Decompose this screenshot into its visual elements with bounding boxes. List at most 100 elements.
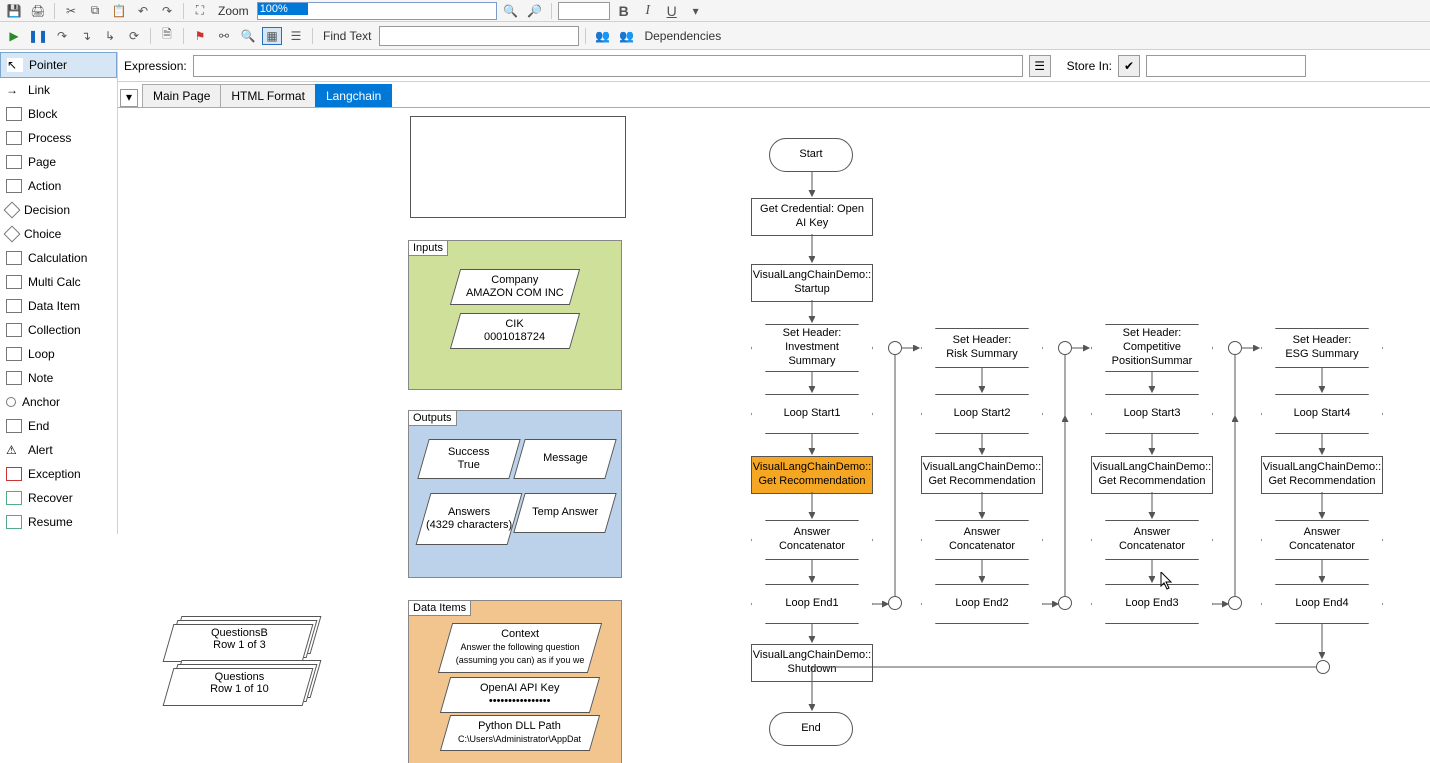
output-temp[interactable]: Temp Answer — [513, 493, 616, 533]
node-header-4[interactable]: Set Header: ESG Summary — [1261, 328, 1383, 368]
node-header-1[interactable]: Set Header: Investment Summary — [751, 324, 873, 372]
canvas[interactable]: Inputs CompanyAMAZON COM INC CIK00010187… — [118, 116, 1430, 763]
tab-langchain[interactable]: Langchain — [315, 84, 392, 107]
save-icon[interactable]: 💾 — [4, 2, 24, 20]
step-out-icon[interactable]: ↳ — [100, 27, 120, 45]
node-concat-3[interactable]: Answer Concatenator — [1091, 520, 1213, 560]
tool-collection[interactable]: Collection — [0, 318, 117, 342]
tool-decision[interactable]: Decision — [0, 198, 117, 222]
tab-dropdown[interactable]: ▾ — [120, 89, 138, 107]
tool-loop[interactable]: Loop — [0, 342, 117, 366]
anchor-3a[interactable] — [1228, 341, 1242, 355]
node-loopstart-1[interactable]: Loop Start1 — [751, 394, 873, 434]
node-rec-4[interactable]: VisualLangChainDemo:: Get Recommendation — [1261, 456, 1383, 494]
restart-icon[interactable]: ⟳ — [124, 27, 144, 45]
underline-button[interactable]: U — [662, 2, 682, 20]
node-start[interactable]: Start — [769, 138, 853, 172]
tool-calculation[interactable]: Calculation — [0, 246, 117, 270]
node-startup[interactable]: VisualLangChainDemo:: Startup — [751, 264, 873, 302]
tool-recover[interactable]: Recover — [0, 486, 117, 510]
anchor-end[interactable] — [1316, 660, 1330, 674]
run-icon[interactable]: ▶ — [4, 27, 24, 45]
tool-choice[interactable]: Choice — [0, 222, 117, 246]
node-end[interactable]: End — [769, 712, 853, 746]
tool-end[interactable]: End — [0, 414, 117, 438]
zoom-dropdown[interactable]: 100% — [257, 2, 497, 20]
cut-icon[interactable]: ✂ — [61, 2, 81, 20]
expression-input[interactable] — [193, 55, 1023, 77]
pause-icon[interactable]: ❚❚ — [28, 27, 48, 45]
font-menu-icon[interactable]: ▾ — [686, 2, 706, 20]
expression-helper-button[interactable]: ☰ — [1029, 55, 1051, 77]
anchor-2a[interactable] — [1058, 341, 1072, 355]
tool-link[interactable]: →Link — [0, 78, 117, 102]
link-icon[interactable]: ⚯ — [214, 27, 234, 45]
search-icon[interactable]: 🔍 — [238, 27, 258, 45]
output-success[interactable]: SuccessTrue — [417, 439, 520, 479]
page-icon[interactable]: 🗎 — [157, 27, 177, 45]
deps-icon-1[interactable]: 👥 — [592, 27, 612, 45]
zoom-in-icon[interactable]: 🔍 — [501, 2, 521, 20]
zoom-fit-icon[interactable]: ⛶ — [190, 2, 210, 20]
anchor-2b[interactable] — [1058, 596, 1072, 610]
node-credential[interactable]: Get Credential: Open AI Key — [751, 198, 873, 236]
redo-icon[interactable]: ↷ — [157, 2, 177, 20]
data-context[interactable]: ContextAnswer the following question (as… — [438, 623, 602, 673]
flag-icon[interactable]: ⚑ — [190, 27, 210, 45]
inputs-group[interactable]: Inputs CompanyAMAZON COM INC CIK00010187… — [408, 240, 622, 390]
input-cik[interactable]: CIK0001018724 — [450, 313, 580, 349]
italic-button[interactable]: I — [638, 2, 658, 20]
align-icon[interactable]: ☰ — [286, 27, 306, 45]
tool-process[interactable]: Process — [0, 126, 117, 150]
undo-icon[interactable]: ↶ — [133, 2, 153, 20]
step-into-icon[interactable]: ↴ — [76, 27, 96, 45]
node-rec-2[interactable]: VisualLangChainDemo:: Get Recommendation — [921, 456, 1043, 494]
tool-pointer[interactable]: ↖Pointer — [0, 52, 117, 78]
bold-button[interactable]: B — [614, 2, 634, 20]
tool-alert[interactable]: ⚠Alert — [0, 438, 117, 462]
storein-input[interactable] — [1146, 55, 1306, 77]
node-loopstart-3[interactable]: Loop Start3 — [1091, 394, 1213, 434]
node-shutdown[interactable]: VisualLangChainDemo:: Shutdown — [751, 644, 873, 682]
print-icon[interactable]: 🖨 — [28, 2, 48, 20]
anchor-3b[interactable] — [1228, 596, 1242, 610]
tool-dataitem[interactable]: Data Item — [0, 294, 117, 318]
storein-helper-button[interactable]: ✔ — [1118, 55, 1140, 77]
step-over-icon[interactable]: ↷ — [52, 27, 72, 45]
anchor-1a[interactable] — [888, 341, 902, 355]
node-loopend-1[interactable]: Loop End1 — [751, 584, 873, 624]
tool-block[interactable]: Block — [0, 102, 117, 126]
input-company[interactable]: CompanyAMAZON COM INC — [450, 269, 580, 305]
tool-anchor[interactable]: Anchor — [0, 390, 117, 414]
data-dll[interactable]: Python DLL PathC:\Users\Administrator\Ap… — [440, 715, 600, 751]
node-loopstart-4[interactable]: Loop Start4 — [1261, 394, 1383, 434]
node-loopend-4[interactable]: Loop End4 — [1261, 584, 1383, 624]
data-key[interactable]: OpenAI API Key•••••••••••••••• — [440, 677, 600, 713]
outputs-group[interactable]: Outputs SuccessTrue Message Answers(4329… — [408, 410, 622, 578]
copy-icon[interactable]: ⧉ — [85, 2, 105, 20]
node-header-3[interactable]: Set Header: Competitive PositionSummar — [1091, 324, 1213, 372]
note-box[interactable] — [410, 116, 626, 218]
tool-note[interactable]: Note — [0, 366, 117, 390]
tab-html[interactable]: HTML Format — [220, 84, 316, 107]
node-rec-3[interactable]: VisualLangChainDemo:: Get Recommendation — [1091, 456, 1213, 494]
node-concat-2[interactable]: Answer Concatenator — [921, 520, 1043, 560]
zoom-out-icon[interactable]: 🔎 — [525, 2, 545, 20]
font-dropdown[interactable] — [558, 2, 610, 20]
node-concat-1[interactable]: Answer Concatenator — [751, 520, 873, 560]
grid-icon[interactable]: ▦ — [262, 27, 282, 45]
paste-icon[interactable]: 📋 — [109, 2, 129, 20]
node-loopend-2[interactable]: Loop End2 — [921, 584, 1043, 624]
node-rec-1[interactable]: VisualLangChainDemo:: Get Recommendation — [751, 456, 873, 494]
node-header-2[interactable]: Set Header: Risk Summary — [921, 328, 1043, 368]
anchor-1b[interactable] — [888, 596, 902, 610]
tool-exception[interactable]: Exception — [0, 462, 117, 486]
node-concat-4[interactable]: Answer Concatenator — [1261, 520, 1383, 560]
tool-action[interactable]: Action — [0, 174, 117, 198]
output-message[interactable]: Message — [513, 439, 616, 479]
tool-multicalc[interactable]: Multi Calc — [0, 270, 117, 294]
find-input[interactable] — [379, 26, 579, 46]
tab-main[interactable]: Main Page — [142, 84, 221, 107]
deps-icon-2[interactable]: 👥 — [616, 27, 636, 45]
tool-page[interactable]: Page — [0, 150, 117, 174]
